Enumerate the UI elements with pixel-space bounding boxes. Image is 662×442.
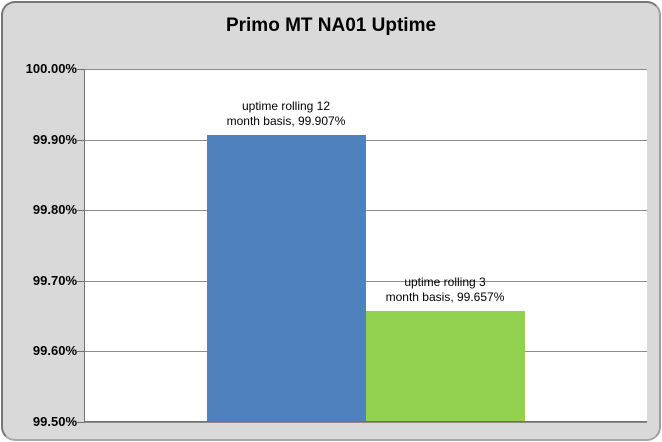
bar-data-label-line2: month basis, 99.907% bbox=[226, 114, 346, 128]
x-axis-line bbox=[84, 421, 647, 422]
bar-data-label-line1: uptime rolling 12 bbox=[241, 99, 331, 113]
y-axis-tick bbox=[77, 422, 84, 423]
y-axis-tick bbox=[77, 281, 84, 282]
y-axis-tick bbox=[77, 210, 84, 211]
y-axis-label: 99.60% bbox=[32, 343, 77, 358]
bar-data-label-line1: uptime rolling 3 bbox=[404, 275, 486, 289]
bar-data-label-line2: month basis, 99.657% bbox=[385, 290, 505, 304]
bar-data-label: uptime rolling 12 month basis, 99.907% bbox=[227, 99, 346, 129]
y-axis-tick bbox=[77, 69, 84, 70]
plot-area: uptime rolling 12 month basis, 99.907% upt… bbox=[77, 69, 647, 423]
chart-title: Primo MT NA01 Uptime bbox=[225, 15, 437, 36]
y-axis-tick bbox=[77, 351, 84, 352]
bar-uptime-rolling-12-month-basis bbox=[207, 135, 366, 422]
y-axis-label: 99.80% bbox=[32, 202, 77, 217]
y-axis-line bbox=[84, 69, 85, 422]
y-gridline bbox=[84, 422, 647, 423]
y-axis-tick bbox=[77, 140, 84, 141]
bar-uptime-rolling-3-month-basis bbox=[366, 311, 525, 422]
y-axis-label: 99.90% bbox=[32, 132, 77, 147]
bar-data-label: uptime rolling 3 month basis, 99.657% bbox=[386, 275, 505, 305]
y-axis-label: 100.00% bbox=[25, 61, 77, 76]
y-axis-label: 99.70% bbox=[32, 273, 77, 288]
y-gridline bbox=[84, 69, 647, 70]
y-axis-label: 99.50% bbox=[32, 414, 77, 429]
